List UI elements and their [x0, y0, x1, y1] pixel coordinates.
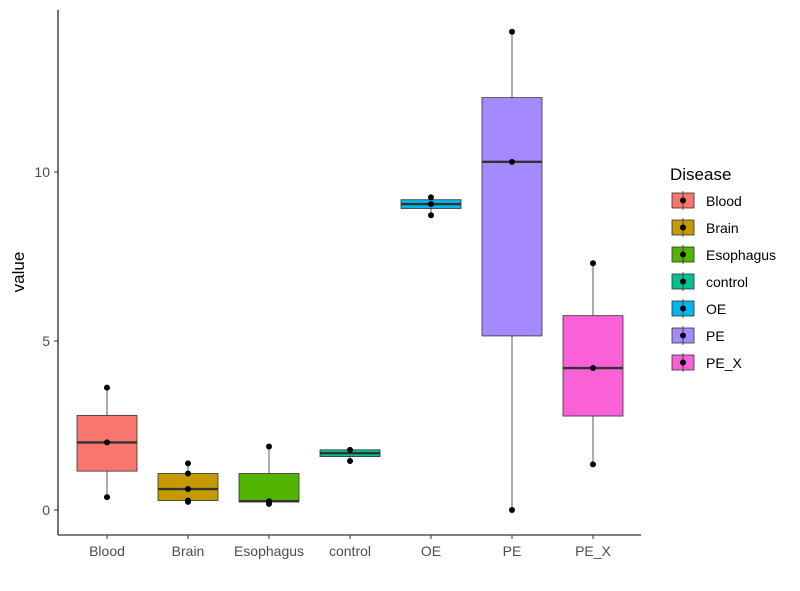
x-tick-label: Brain	[172, 543, 205, 559]
legend-label: control	[706, 274, 748, 290]
data-point	[104, 494, 110, 501]
x-tick-label: OE	[421, 543, 441, 559]
data-point	[266, 498, 272, 505]
legend-label: PE	[706, 328, 725, 344]
data-point	[509, 28, 515, 35]
data-point	[428, 212, 434, 219]
legend-key-point	[680, 278, 686, 285]
legend-entry-brain: Brain	[671, 218, 739, 237]
legend-label: Esophagus	[706, 247, 776, 263]
legend-key-point	[680, 332, 686, 339]
legend-entry-pe: PE	[671, 326, 725, 345]
x-tick-label: PE	[503, 543, 522, 559]
data-point	[428, 201, 434, 208]
legend-key-point	[680, 305, 686, 312]
data-point	[428, 194, 434, 201]
y-tick-label: 0	[42, 502, 50, 518]
y-axis-title: value	[9, 252, 28, 293]
data-point	[590, 260, 596, 267]
box-body	[238, 473, 300, 503]
legend-entry-esophagus: Esophagus	[671, 245, 776, 264]
data-point	[266, 443, 272, 450]
box-body	[481, 97, 543, 337]
box-pe_x	[562, 263, 624, 465]
data-point	[509, 158, 515, 165]
data-point	[347, 446, 353, 453]
box-esophagus	[238, 446, 300, 504]
legend: Disease Blood Brain Esophagus control OE PE PE…	[670, 165, 776, 372]
legend-entry-oe: OE	[671, 299, 726, 318]
x-tick-label: control	[329, 543, 371, 559]
legend-entry-control: control	[671, 272, 748, 291]
data-point	[590, 365, 596, 372]
legend-entry-blood: Blood	[671, 191, 742, 210]
data-point	[104, 439, 110, 446]
data-point	[185, 497, 191, 504]
data-point	[104, 384, 110, 391]
y-tick-label: 10	[34, 164, 50, 180]
plot-area	[76, 28, 624, 513]
x-tick-label: Blood	[89, 543, 125, 559]
legend-label: Brain	[706, 220, 739, 236]
x-tick-label: Esophagus	[234, 543, 304, 559]
legend-key-point	[680, 197, 686, 204]
data-point	[185, 470, 191, 477]
legend-key-point	[680, 251, 686, 258]
legend-label: Blood	[706, 193, 742, 209]
legend-key-point	[680, 359, 686, 366]
x-axis: Blood Brain Esophagus control OE PE PE_X	[58, 534, 641, 559]
legend-label: PE_X	[706, 355, 742, 371]
legend-title: Disease	[670, 165, 731, 184]
data-point	[185, 460, 191, 467]
legend-key-point	[680, 224, 686, 231]
data-point	[185, 486, 191, 493]
box-pe	[481, 31, 543, 510]
x-tick-label: PE_X	[575, 543, 611, 559]
data-point	[347, 457, 353, 464]
data-point	[509, 507, 515, 513]
y-axis: 0 5 10	[34, 10, 59, 535]
data-point	[590, 461, 596, 468]
box-brain	[157, 463, 219, 502]
y-tick-label: 5	[42, 333, 50, 349]
legend-label: OE	[706, 301, 726, 317]
legend-entry-pe_x: PE_X	[671, 353, 742, 372]
